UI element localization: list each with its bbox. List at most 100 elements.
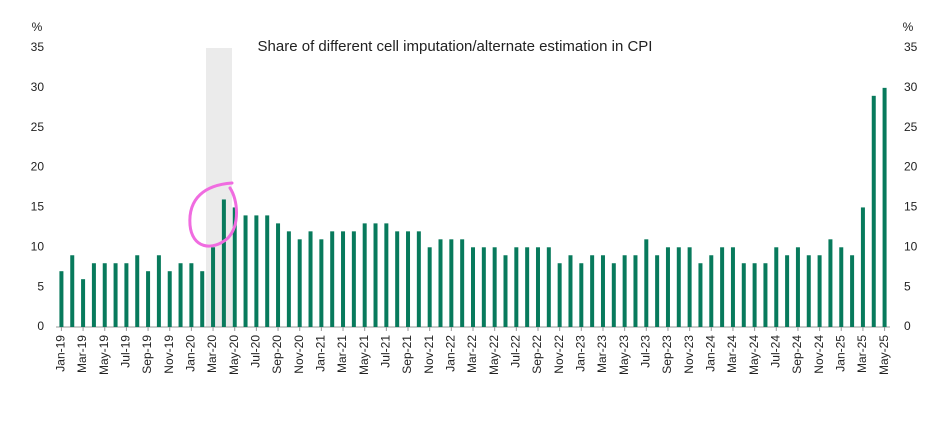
bar [557, 263, 562, 327]
bar [741, 263, 746, 327]
x-tick-label: May-20 [227, 335, 241, 375]
bar [546, 247, 551, 327]
bar [351, 231, 356, 327]
bar [373, 223, 378, 327]
y2-tick-label: 0 [904, 319, 911, 333]
x-tick-label: Nov-19 [162, 335, 176, 374]
annotation-circle [188, 181, 238, 248]
bar [730, 247, 735, 327]
y2-tick-label: 5 [904, 279, 911, 293]
x-tick-label: Sep-21 [400, 335, 414, 374]
bar [514, 247, 519, 327]
x-tick-label: Jul-20 [249, 335, 263, 368]
y2-tick-label: 15 [904, 200, 918, 214]
x-tick-label: Jan-25 [833, 335, 847, 372]
y2-tick-label: 30 [904, 80, 918, 94]
bar [850, 255, 855, 327]
bar [600, 255, 605, 327]
bar [774, 247, 779, 327]
y2-tick-label: 20 [904, 160, 918, 174]
bar [471, 247, 475, 327]
x-tick-label: Nov-23 [682, 335, 696, 374]
x-tick-label: May-25 [877, 335, 891, 375]
x-tick-label: May-22 [487, 335, 501, 375]
x-tick-label: Jul-19 [119, 335, 133, 368]
bar [276, 223, 281, 327]
y-tick-label: 30 [31, 80, 45, 94]
bar [676, 247, 681, 327]
x-tick-label: Sep-22 [530, 335, 544, 374]
bar [395, 231, 400, 327]
x-tick-label: May-24 [747, 335, 761, 375]
bar [687, 247, 692, 327]
bar [839, 247, 844, 327]
bar [698, 263, 703, 327]
bar [406, 231, 411, 327]
bar [70, 255, 75, 327]
bar [763, 263, 768, 327]
x-tick-label: Jul-21 [379, 335, 393, 368]
bar [384, 223, 389, 327]
bar [416, 231, 421, 327]
y-tick-label: 35 [31, 40, 45, 54]
x-tick-label: Jan-19 [54, 335, 68, 372]
bar [871, 95, 876, 327]
bar [81, 279, 86, 327]
bar [243, 215, 248, 327]
x-tick-label: Mar-22 [465, 335, 479, 373]
bar [156, 255, 161, 327]
bar [568, 255, 573, 327]
y-tick-label: 0 [37, 319, 44, 333]
x-tick-label: Nov-21 [422, 335, 436, 374]
x-tick-label: May-23 [617, 335, 631, 375]
bar [882, 87, 887, 327]
x-tick-label: Mar-21 [335, 335, 349, 373]
bar [785, 255, 790, 327]
bar [297, 239, 302, 327]
bar [167, 271, 172, 327]
bar [211, 247, 216, 327]
bar [525, 247, 530, 327]
y-tick-label: 5 [37, 279, 44, 293]
bar [221, 199, 226, 327]
bar [828, 239, 833, 327]
x-tick-label: May-21 [357, 335, 371, 375]
x-tick-label: Jan-21 [314, 335, 328, 372]
bar [91, 263, 96, 327]
x-tick-label: Jul-22 [508, 335, 522, 368]
x-tick-label: Nov-20 [292, 335, 306, 374]
bar [644, 239, 649, 327]
bar [427, 247, 432, 327]
x-tick-label: Mar-24 [725, 335, 739, 373]
bar [655, 255, 660, 327]
bar [665, 247, 670, 327]
bar [135, 255, 140, 327]
bar [795, 247, 800, 327]
x-tick-label: Sep-24 [790, 335, 804, 374]
y-tick-label: 10 [31, 239, 45, 253]
bar [232, 207, 237, 327]
bar [200, 271, 205, 327]
bar [330, 231, 335, 327]
bar [362, 223, 367, 327]
bar [752, 263, 757, 327]
bar [633, 255, 638, 327]
y2-axis-label: % [903, 20, 914, 34]
x-tick-label: Nov-22 [552, 335, 566, 374]
bar [265, 215, 270, 327]
bar [590, 255, 595, 327]
bar [189, 263, 194, 327]
bar [449, 239, 454, 327]
x-tick-label: Jul-24 [768, 335, 782, 368]
bar [503, 255, 508, 327]
bar [178, 263, 183, 327]
bar [341, 231, 346, 327]
bar [720, 247, 725, 327]
chart-title: Share of different cell imputation/alter… [258, 38, 653, 55]
x-tick-label: Jan-22 [444, 335, 458, 372]
x-tick-label: Mar-23 [595, 335, 609, 373]
bar [611, 263, 616, 327]
x-tick-label: Jan-24 [703, 335, 717, 372]
y2-tick-label: 10 [904, 239, 918, 253]
